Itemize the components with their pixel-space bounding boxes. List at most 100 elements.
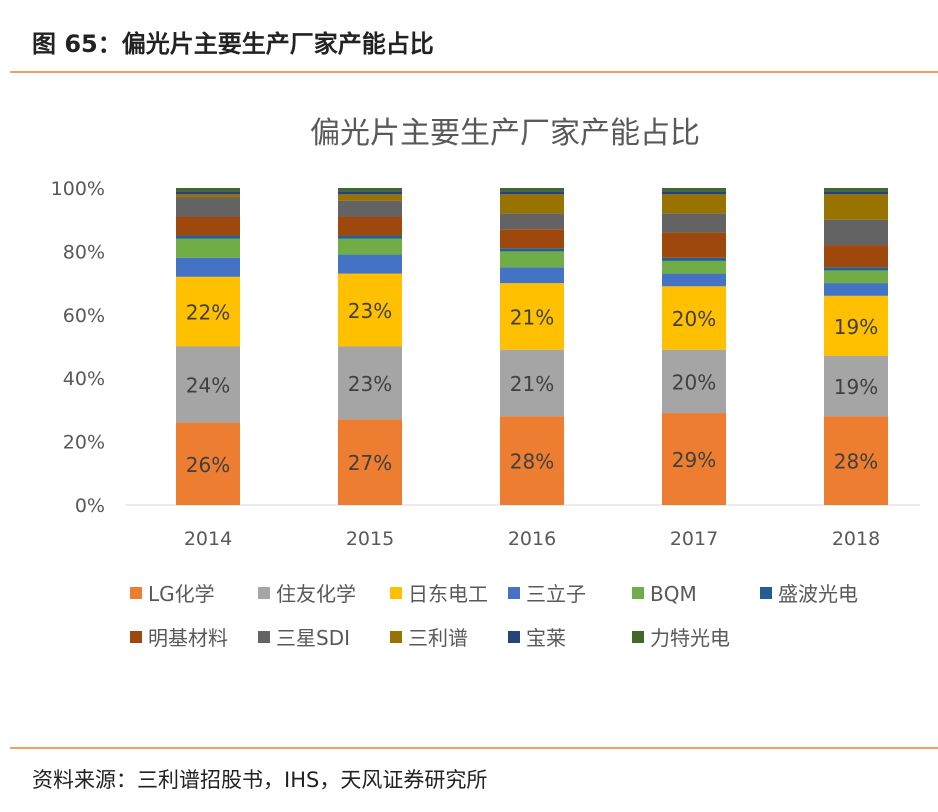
data-label: 28% [510, 450, 554, 474]
bar-segment [662, 188, 726, 192]
bar-segment [500, 267, 564, 284]
bar-segment [338, 419, 402, 505]
source-note: 资料来源：三利谱招股书，IHS，天风证券研究所 [32, 768, 488, 792]
x-tick-label: 2016 [508, 528, 556, 550]
bar-segment [662, 194, 726, 214]
legend-label: LG化学 [148, 582, 215, 606]
bar-segment [338, 273, 402, 347]
bar-segment [662, 257, 726, 261]
bar-segment [824, 283, 888, 296]
bar-segment [662, 286, 726, 350]
x-tick-label: 2017 [670, 528, 718, 550]
bar-segment [176, 191, 240, 195]
legend-swatch [390, 631, 402, 643]
divider-top [10, 71, 938, 73]
bar-segment [338, 191, 402, 195]
bar-segment [500, 191, 564, 195]
bar-segment [500, 213, 564, 230]
legend-label: 盛波光电 [778, 582, 858, 606]
legend-swatch [390, 587, 402, 599]
bar-segment [662, 349, 726, 414]
legend-swatch [760, 587, 772, 599]
legend-label: 力特光电 [650, 626, 730, 650]
bar-segment [338, 200, 402, 217]
legend-swatch [508, 587, 520, 599]
data-label: 27% [348, 451, 392, 475]
bar-segment [662, 213, 726, 233]
bar-segment [176, 346, 240, 423]
bar-segment [176, 194, 240, 198]
legend-label: 明基材料 [148, 626, 228, 650]
legend-label: 日东电工 [408, 582, 488, 606]
bar-segment [338, 346, 402, 420]
bar-segment [662, 260, 726, 274]
bar-segment [824, 416, 888, 505]
data-label: 24% [186, 374, 230, 398]
legend-label: 三利谱 [408, 626, 468, 650]
bar-segment [176, 238, 240, 258]
data-label: 20% [672, 307, 716, 331]
bar-segment [338, 188, 402, 192]
bar-segment [500, 188, 564, 192]
bar-segment [338, 254, 402, 274]
y-tick-label: 20% [63, 432, 105, 454]
legend-swatch [258, 631, 270, 643]
x-tick-label: 2018 [832, 528, 880, 550]
bar-segment [176, 235, 240, 239]
bar-segment [824, 194, 888, 220]
data-label: 28% [834, 450, 878, 474]
bar-segment [824, 356, 888, 417]
bar-segment [500, 194, 564, 214]
data-label: 21% [510, 372, 554, 396]
bar-segment [500, 416, 564, 505]
bar-segment [824, 270, 888, 284]
bar-segment [824, 188, 888, 192]
y-tick-label: 100% [51, 178, 105, 200]
legend-label: 住友化学 [276, 582, 356, 606]
bar-segment [662, 191, 726, 195]
bar-segment [338, 235, 402, 239]
bar-segment [176, 188, 240, 192]
data-label: 20% [672, 370, 716, 394]
legend-swatch [632, 631, 644, 643]
bar-segment [500, 349, 564, 417]
bar-segment [662, 232, 726, 258]
data-label: 29% [672, 448, 716, 472]
y-tick-label: 0% [75, 495, 105, 517]
x-tick-label: 2015 [346, 528, 394, 550]
bar-segment [824, 245, 888, 268]
bar-segment [500, 283, 564, 350]
bar-segment [338, 238, 402, 255]
y-tick-label: 40% [63, 368, 105, 390]
y-tick-label: 60% [63, 305, 105, 327]
bar-segment [824, 191, 888, 195]
legend-swatch [632, 587, 644, 599]
figure-heading: 图 65：偏光片主要生产厂家产能占比 [32, 30, 434, 58]
bar-segment [662, 273, 726, 287]
data-label: 23% [348, 372, 392, 396]
bar-segment [500, 229, 564, 249]
legend-label: 宝莱 [526, 626, 566, 650]
bar-segment [338, 194, 402, 201]
bar-segment [662, 413, 726, 505]
bar-segment [500, 251, 564, 268]
y-tick-label: 80% [63, 241, 105, 263]
legend-swatch [508, 631, 520, 643]
divider-bottom [10, 747, 938, 749]
data-label: 19% [834, 315, 878, 339]
legend-swatch [130, 587, 142, 599]
legend-label: 三立子 [526, 582, 586, 606]
bar-segment [176, 257, 240, 277]
legend-swatch [130, 631, 142, 643]
bar-segment [500, 248, 564, 252]
data-label: 21% [510, 305, 554, 329]
bar-segment [824, 295, 888, 357]
bar-segment [824, 219, 888, 246]
x-tick-label: 2014 [184, 528, 232, 550]
legend-label: BQM [650, 582, 697, 606]
legend-label: 三星SDI [276, 626, 350, 650]
bar-segment [176, 422, 240, 505]
bar-segment [176, 216, 240, 236]
bar-segment [338, 216, 402, 236]
